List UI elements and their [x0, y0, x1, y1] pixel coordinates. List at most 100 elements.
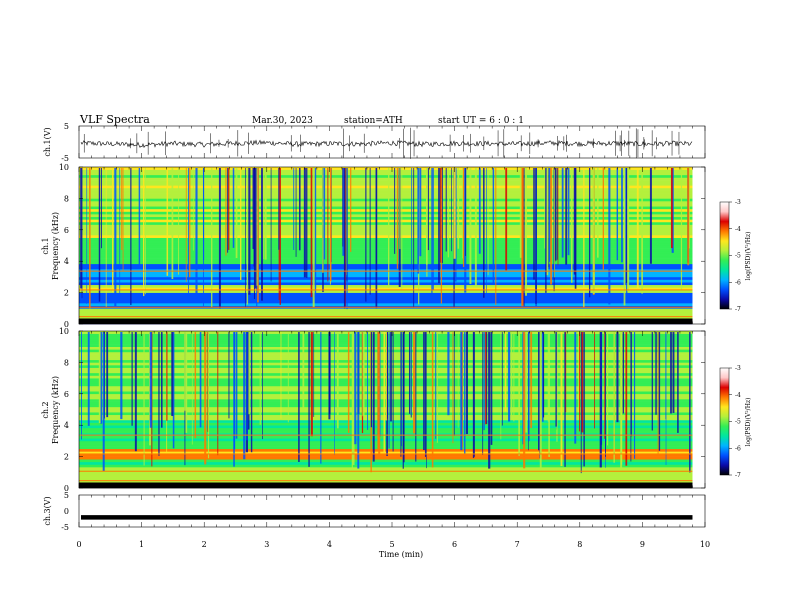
- spectrogram-column: [396, 168, 399, 269]
- spectrogram-column: [158, 332, 160, 456]
- spectrogram-column: [523, 168, 525, 307]
- spectrogram-column: [580, 332, 582, 474]
- spectrogram-column: [687, 168, 690, 266]
- spectrogram-column: [101, 168, 103, 249]
- spectrogram-band: [79, 198, 693, 202]
- spectrogram-column: [501, 332, 503, 426]
- spectrogram-column: [253, 168, 256, 267]
- spectrogram-column: [255, 168, 258, 286]
- ch3-ylabel: ch.3(V): [43, 496, 52, 525]
- spectrogram-column: [525, 168, 527, 296]
- spectrogram-column: [620, 332, 623, 471]
- spectrogram-band: [79, 359, 693, 363]
- colorbar-tick-label: -3: [735, 365, 741, 372]
- spectrogram-column: [424, 332, 427, 457]
- spectrogram-column: [98, 168, 101, 302]
- spectrogram-column: [658, 332, 661, 451]
- spectrogram-band: [79, 279, 693, 283]
- spectrogram-column: [483, 168, 485, 298]
- x-tick-label: 8: [577, 540, 582, 549]
- spectrogram-column: [114, 168, 117, 308]
- x-axis-tick-labels: 0 1 2 3 4 5 6 7 8 9 10: [76, 540, 710, 549]
- ch1-spectrogram-panel: 0 2 4 6 8 10 ch.1 Frequency (kHz): [41, 163, 706, 329]
- spectrogram-column: [528, 332, 530, 442]
- ch1-spikes: [83, 127, 680, 159]
- spectrogram-column: [390, 332, 392, 422]
- spectrogram-band: [79, 417, 693, 421]
- spectrogram-band: [79, 365, 693, 368]
- spectrogram-column: [322, 168, 326, 260]
- spectrogram-column: [665, 332, 667, 420]
- spectrogram-column: [554, 168, 555, 278]
- spectrogram-line: [79, 480, 693, 482]
- spectrogram-band: [79, 177, 693, 181]
- spectrogram-column: [346, 168, 348, 282]
- spectrogram-column: [218, 168, 221, 309]
- spectrogram-column: [657, 332, 659, 455]
- spectrogram-column: [602, 168, 604, 270]
- spectrogram-column: [142, 168, 145, 297]
- spectrogram-column: [474, 168, 477, 287]
- spectrogram-column: [649, 168, 652, 264]
- spectrogram-column: [533, 168, 535, 280]
- spectrogram-column: [538, 332, 540, 451]
- spectrogram-band: [79, 344, 693, 347]
- spectrogram-band: [79, 258, 693, 262]
- spectrogram-column: [310, 168, 313, 298]
- spectrogram-column: [199, 332, 202, 428]
- ch1-waveform-panel: 5 -5 ch.1(V): [43, 122, 706, 163]
- spectrogram-column: [521, 168, 524, 307]
- spectrogram-column: [435, 332, 437, 439]
- spectrogram-column: [377, 332, 380, 451]
- spectrogram-column: [302, 332, 305, 412]
- spectrogram-band: [79, 313, 693, 317]
- spectrogram-line: [79, 434, 693, 436]
- spectrogram-band: [79, 425, 693, 429]
- x-tick-label: 2: [202, 540, 207, 549]
- spectrogram-column: [544, 168, 546, 249]
- spectrogram-band: [79, 349, 693, 353]
- spectrogram-column: [279, 168, 281, 305]
- spectrogram-column: [119, 168, 121, 302]
- spectrogram-column: [525, 332, 528, 433]
- spectrogram-column: [625, 168, 628, 283]
- spectrogram-band: [79, 474, 693, 478]
- spectrogram-column: [138, 168, 141, 269]
- spectrogram-column: [570, 168, 573, 283]
- spectrogram-column: [327, 168, 329, 282]
- spectrogram-column: [622, 332, 624, 414]
- spectrogram-band: [79, 336, 693, 340]
- spectrogram-column: [372, 332, 375, 462]
- spectrogram-column: [505, 168, 508, 271]
- ch3-waveform-panel: 5 0 -5 ch.3(V): [43, 491, 706, 532]
- spectrogram-column: [613, 332, 615, 463]
- spectrogram-column: [254, 168, 257, 289]
- spectrogram-band: [79, 453, 693, 457]
- ch1-spectrogram-ylabel: Frequency (kHz): [51, 212, 60, 280]
- spectrogram-column: [120, 332, 123, 420]
- spectrogram-band: [79, 300, 693, 304]
- spectrogram-column: [166, 332, 168, 421]
- spectrogram-column: [387, 168, 390, 288]
- ch2-spectrogram-channel-label: ch.2: [41, 401, 50, 418]
- spectrogram-band: [79, 261, 693, 265]
- colorbar-tick-label: -6: [735, 445, 741, 452]
- spectrogram-band: [79, 240, 693, 244]
- spectrogram-column: [478, 168, 481, 254]
- spectrogram-band: [79, 331, 693, 334]
- spectrogram-column: [417, 168, 420, 274]
- spectrogram-column: [483, 332, 485, 431]
- spectrogram-column: [342, 168, 344, 247]
- spectrogram-band: [79, 401, 693, 405]
- spectrogram-column: [98, 332, 101, 424]
- spectrogram-column: [625, 168, 627, 281]
- spectrogram-column: [472, 332, 475, 459]
- spectrogram-column: [564, 332, 566, 467]
- spectrogram-column: [336, 332, 339, 429]
- x-axis-ticks: [78, 126, 706, 527]
- spectrogram-band: [79, 433, 693, 436]
- spectrogram-column: [599, 332, 602, 468]
- x-axis-label: Time (min): [379, 550, 423, 559]
- spectrogram-column: [235, 168, 238, 259]
- spectrogram-band: [79, 372, 693, 376]
